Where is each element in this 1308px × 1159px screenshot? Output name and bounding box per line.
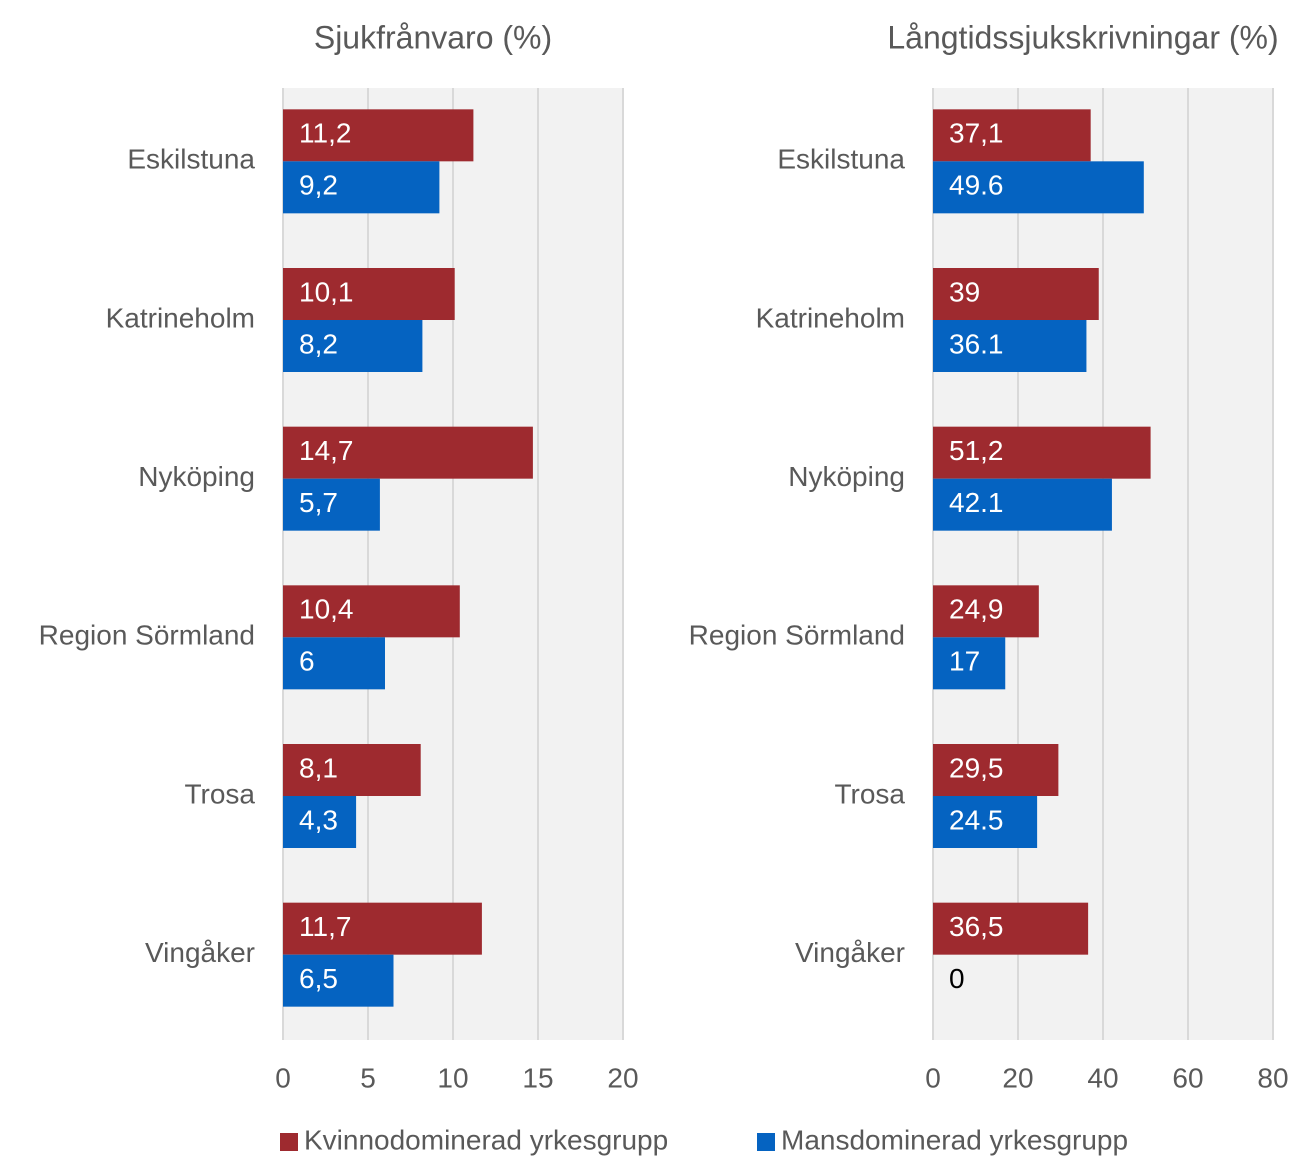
bar xyxy=(283,954,394,1007)
x-tick-label: 10 xyxy=(437,1062,468,1093)
chart-title: Sjukfrånvaro (%) xyxy=(314,19,552,55)
category-label: Nyköping xyxy=(788,461,905,492)
bar xyxy=(283,109,474,162)
category-label: Eskilstuna xyxy=(127,144,255,175)
data-label: 6 xyxy=(299,646,315,677)
data-label: 17 xyxy=(949,646,980,677)
bar xyxy=(933,637,1006,690)
category-label: Vingåker xyxy=(145,937,255,968)
bar xyxy=(933,320,1087,372)
x-tick-label: 0 xyxy=(275,1062,291,1093)
data-label: 42.1 xyxy=(949,487,1004,518)
data-label: 49.6 xyxy=(949,170,1004,201)
category-label: Eskilstuna xyxy=(777,144,905,175)
data-label: 11,7 xyxy=(299,911,351,942)
bar xyxy=(283,637,385,690)
data-label: 5,7 xyxy=(299,487,338,518)
data-label: 6,5 xyxy=(299,963,338,994)
bar xyxy=(283,478,380,531)
data-label: 14,7 xyxy=(299,435,354,466)
x-tick-label: 40 xyxy=(1087,1062,1118,1093)
data-label: 11,2 xyxy=(299,118,351,149)
data-label: 24.5 xyxy=(949,804,1004,835)
legend-swatch xyxy=(280,1133,298,1151)
bar xyxy=(933,109,1091,162)
bar xyxy=(283,320,423,372)
bar xyxy=(933,426,1151,479)
data-label: 39 xyxy=(949,276,980,307)
data-label: 0 xyxy=(949,963,965,994)
data-label: 8,2 xyxy=(299,328,338,359)
data-label: 37,1 xyxy=(949,118,1004,149)
data-label: 9,2 xyxy=(299,170,338,201)
x-tick-label: 15 xyxy=(522,1062,553,1093)
bar xyxy=(283,268,455,320)
data-label: 24,9 xyxy=(949,594,1004,625)
x-tick-label: 20 xyxy=(1002,1062,1033,1093)
category-label: Nyköping xyxy=(138,461,255,492)
x-tick-label: 20 xyxy=(607,1062,638,1093)
bar xyxy=(283,585,460,638)
x-tick-label: 80 xyxy=(1257,1062,1288,1093)
category-label: Katrineholm xyxy=(106,302,255,333)
data-label: 10,1 xyxy=(299,276,354,307)
bar xyxy=(283,902,482,955)
bar xyxy=(933,268,1099,320)
x-tick-label: 0 xyxy=(925,1062,941,1093)
bar xyxy=(933,796,1038,848)
chart-title: Långtidssjukskrivningar (%) xyxy=(887,19,1278,55)
data-label: 36,5 xyxy=(949,911,1004,942)
bar xyxy=(933,902,1089,955)
bar xyxy=(283,161,440,214)
x-tick-label: 5 xyxy=(360,1062,376,1093)
category-label: Katrineholm xyxy=(756,302,905,333)
data-label: 51,2 xyxy=(949,435,1004,466)
bar xyxy=(933,161,1144,214)
bar xyxy=(933,585,1039,638)
bar xyxy=(283,796,357,848)
legend-label: Kvinnodominerad yrkesgrupp xyxy=(304,1124,668,1155)
category-label: Region Sörmland xyxy=(39,620,255,651)
data-label: 36.1 xyxy=(949,328,1004,359)
category-label: Vingåker xyxy=(795,937,905,968)
category-label: Trosa xyxy=(184,778,255,809)
bar xyxy=(933,744,1059,796)
bar xyxy=(283,426,533,479)
data-label: 29,5 xyxy=(949,752,1004,783)
data-label: 10,4 xyxy=(299,594,354,625)
category-label: Region Sörmland xyxy=(689,620,905,651)
legend-label: Mansdominerad yrkesgrupp xyxy=(781,1124,1128,1155)
bar xyxy=(283,744,421,796)
legend-swatch xyxy=(757,1133,775,1151)
category-label: Trosa xyxy=(834,778,905,809)
x-tick-label: 60 xyxy=(1172,1062,1203,1093)
data-label: 8,1 xyxy=(299,752,338,783)
data-label: 4,3 xyxy=(299,804,338,835)
bar xyxy=(933,478,1112,531)
